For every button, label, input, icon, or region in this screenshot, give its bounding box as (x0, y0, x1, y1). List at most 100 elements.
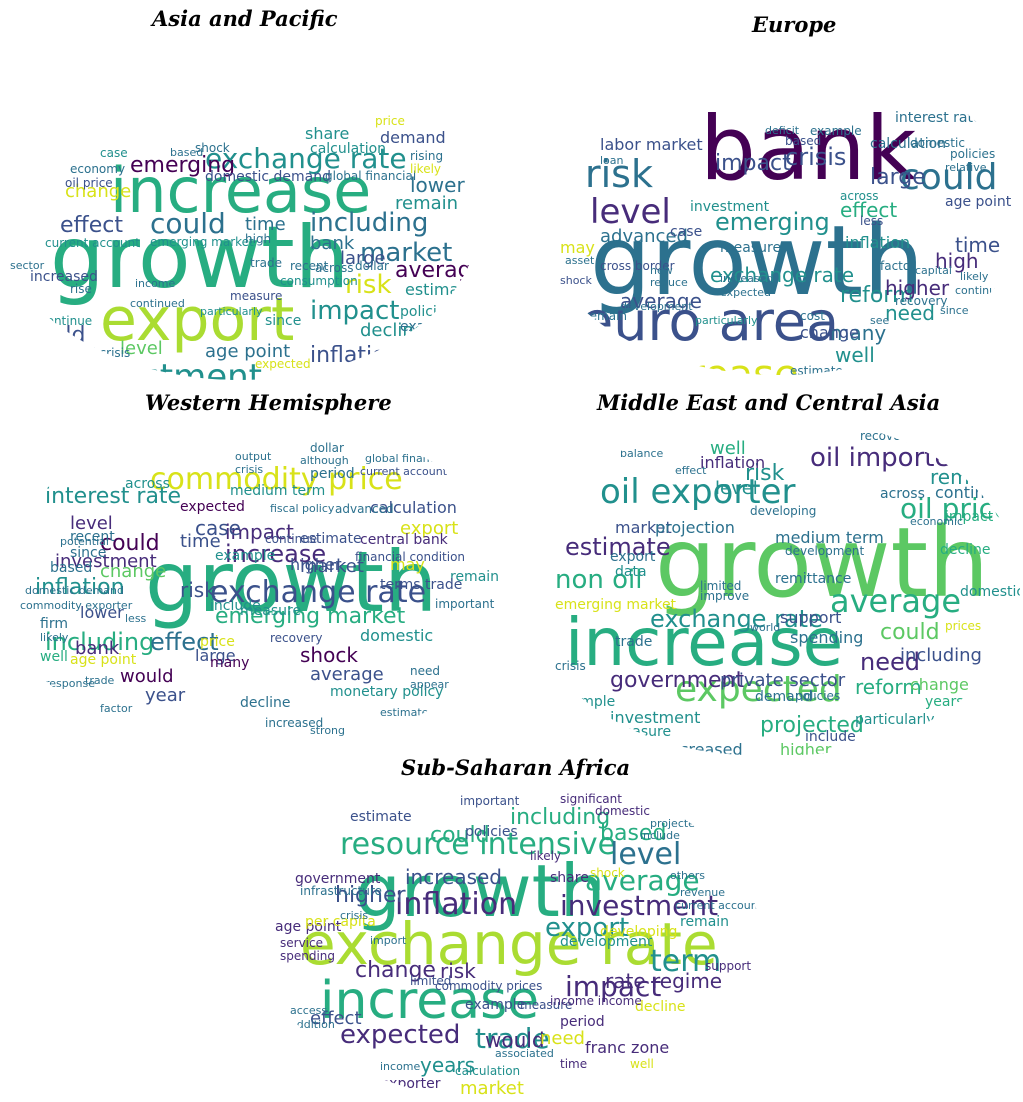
cloud-word: average (585, 864, 700, 897)
cloud-word: factor (880, 259, 916, 273)
cloud-word: period (560, 1014, 605, 1030)
cloud-word: global financial (365, 452, 449, 465)
cloud-word: based (170, 146, 204, 159)
title-europe: Europe (752, 12, 837, 37)
cloud-word: risk (585, 152, 653, 196)
cloud-word: interest rate (45, 484, 182, 509)
cloud-word: across (880, 486, 925, 502)
cloud-word: average (830, 582, 961, 620)
cloud-word: years (420, 1053, 476, 1077)
cloud-word: factor (100, 702, 133, 715)
cloud-word: oil exporter (600, 472, 796, 512)
cloud-word: advanced (600, 226, 688, 247)
cloud-word: crisis (555, 659, 586, 673)
cloud-word: lower (410, 173, 465, 197)
cloud-word: could (430, 823, 490, 848)
cloud-word: world (750, 621, 781, 634)
cloud-word: case (100, 146, 128, 160)
cloud-word: level (610, 837, 682, 872)
cloud-word: increased (265, 716, 324, 730)
cloud-word: growth (145, 533, 438, 631)
cloud-word: inflation (310, 343, 400, 368)
cloud-word: particularly (200, 305, 263, 318)
cloud-word: commodity price (150, 462, 403, 497)
cloud-word: well (45, 348, 81, 369)
cloud-word: well (835, 343, 875, 367)
cloud-word: estimate (790, 364, 843, 375)
cloud-word: market (360, 238, 453, 268)
cloud-word: demand (755, 689, 813, 705)
cloud-word: investment (55, 551, 157, 572)
cloud-word: government (295, 871, 381, 887)
cloud-word: oil prices (900, 492, 1020, 525)
cloud-word: franc zone (585, 1038, 670, 1057)
cloud-word: see (870, 314, 890, 327)
cloud-word: projected (760, 713, 864, 738)
cloud-word: increase (110, 154, 372, 227)
cloud-word: may (560, 238, 595, 257)
cloud-word: non oil (555, 565, 643, 595)
cloud-word: emerging market (150, 235, 254, 249)
cloud-word: across (840, 189, 879, 203)
cloud-word: remain (585, 309, 628, 323)
cloud-word: emerging market (555, 597, 677, 613)
cloud-word: associated (495, 1047, 554, 1060)
cloud-word: level (70, 513, 113, 534)
word-cloud-europe: growth bank euro area increase risk level coul… (540, 55, 1018, 376)
cloud-word: oil exporter (360, 1076, 441, 1092)
cloud-word: trade (85, 674, 115, 687)
cloud-word: could (100, 531, 160, 556)
cloud-word: recovery (895, 294, 948, 308)
cloud-word: estimated (380, 706, 436, 719)
cloud-word: rate regime (605, 969, 723, 993)
word-cloud-middle-east-central-asia: growth increase expected oil exporter averag… (525, 420, 1020, 755)
cloud-word: expected (255, 357, 311, 371)
cloud-word: balance (620, 447, 664, 460)
cloud-word: decline (240, 695, 291, 711)
cloud-word: crisis (340, 909, 369, 922)
cloud-word: example (400, 319, 461, 335)
cloud-word: shock (195, 141, 230, 155)
cloud-word: growth (50, 208, 350, 308)
cloud-word: inflation (700, 453, 766, 472)
cloud-word: investment (560, 889, 719, 922)
cloud-word: asset (565, 254, 595, 267)
cloud-word: service (280, 936, 323, 950)
cloud-word: many (210, 655, 250, 671)
cloud-word: recent (290, 259, 329, 273)
cloud-word: need (540, 1028, 585, 1049)
cloud-word: cost (800, 309, 825, 323)
cloud-word: remittance (775, 571, 852, 587)
cloud-word: export (400, 518, 459, 539)
cloud-word: lower (80, 603, 124, 622)
cloud-word: trade (475, 1022, 550, 1055)
cloud-word: crisis (235, 463, 264, 476)
cloud-word: labor market (600, 135, 703, 154)
cloud-word: financial condition (355, 550, 466, 564)
cloud-word: country (600, 370, 642, 375)
cloud-word: need (410, 664, 440, 678)
cloud-word: well (630, 1057, 654, 1071)
cloud-word: risk (440, 959, 476, 983)
cloud-word: support (705, 959, 752, 973)
cloud-word: economy (70, 162, 126, 176)
cloud-word: impact (715, 151, 791, 176)
cloud-word: global financial (325, 169, 417, 183)
cloud-word: continued (130, 297, 185, 310)
cloud-word: would (20, 323, 86, 348)
cloud-word: risk (345, 270, 392, 300)
cloud-word: recent (70, 529, 115, 545)
cloud-word: domestic (595, 804, 650, 818)
cloud-word: government (610, 668, 745, 693)
cloud-word: share (305, 124, 350, 143)
cloud-word: appear (410, 678, 449, 691)
cloud-word: growth (355, 849, 606, 933)
cloud-word: strong (310, 724, 346, 737)
cloud-word: time (245, 214, 286, 235)
cloud-word: bank (75, 638, 120, 659)
cloud-word: change (100, 561, 167, 582)
cloud-word: shock (560, 274, 592, 287)
cloud-word: need (885, 301, 935, 325)
cloud-word: oil price (65, 176, 113, 190)
cloud-word: would (120, 666, 174, 687)
